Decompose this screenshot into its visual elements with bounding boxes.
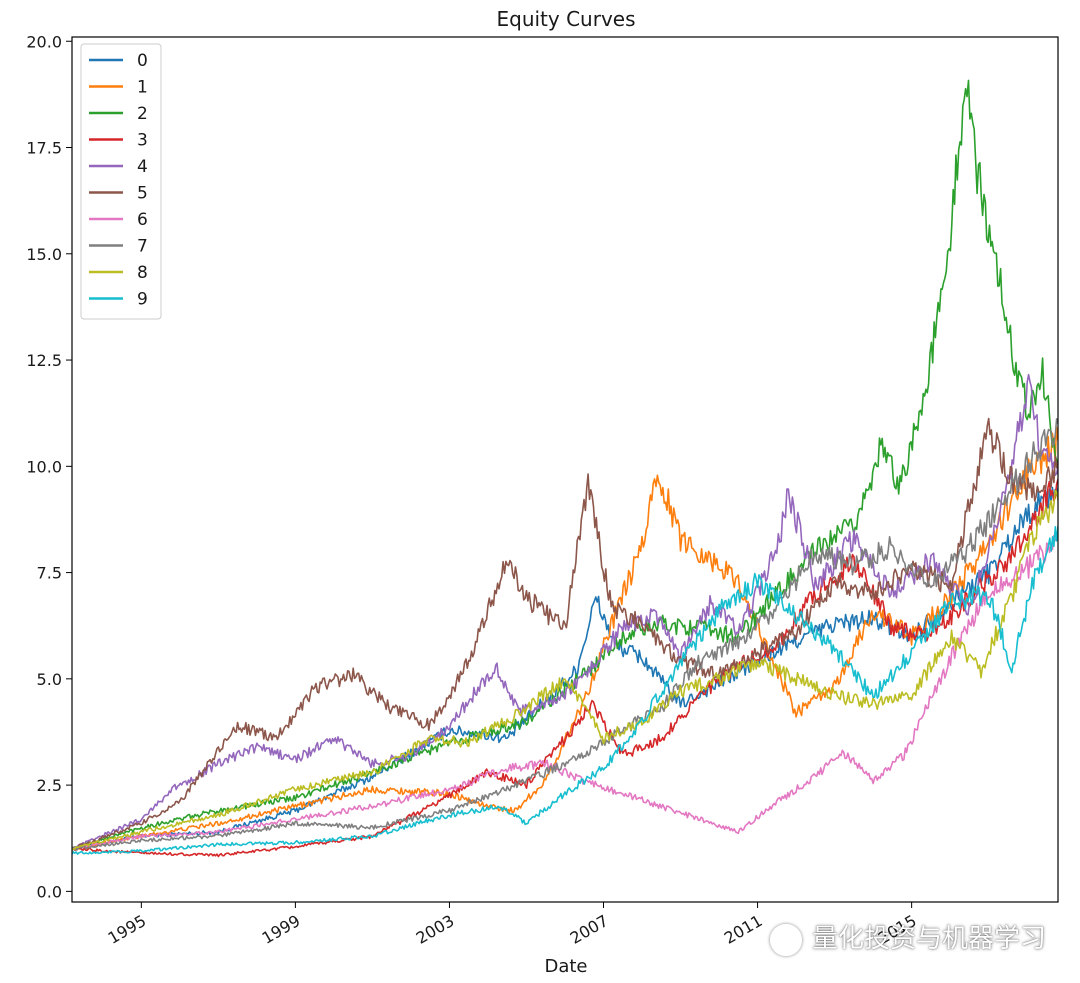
y-tick-label: 15.0	[26, 245, 62, 264]
x-axis-label: Date	[544, 956, 587, 977]
watermark: 量化投资与机器学习	[770, 918, 1046, 956]
wechat-icon	[770, 923, 802, 956]
x-tick-label: 2011	[721, 911, 766, 948]
x-tick-label: 1995	[105, 911, 150, 948]
legend-label-8: 8	[137, 263, 148, 283]
legend-label-6: 6	[137, 210, 148, 230]
chart-title: Equity Curves	[496, 7, 635, 31]
x-tick-label: 2007	[567, 911, 612, 948]
y-tick-label: 20.0	[26, 32, 62, 51]
series-line-7	[72, 418, 1058, 851]
series-line-4	[72, 373, 1058, 851]
legend: 0 1 2 3 4 5 6 7 8 9	[80, 43, 162, 320]
axes-frame	[71, 36, 1059, 903]
plot-area	[72, 79, 1058, 858]
legend-label-1: 1	[137, 78, 148, 98]
y-tick-label: 10.0	[26, 457, 62, 476]
series-line-5	[72, 417, 1058, 851]
legend-label-3: 3	[137, 131, 148, 151]
legend-box	[80, 43, 162, 320]
y-tick-label: 2.5	[37, 776, 62, 795]
y-tick-label: 0.0	[37, 882, 62, 901]
x-tick-label: 1999	[259, 911, 304, 948]
legend-label-7: 7	[137, 237, 148, 257]
series-line-6	[72, 534, 1058, 851]
watermark-text: 量化投资与机器学习	[812, 924, 1047, 954]
y-tick-label: 12.5	[26, 351, 62, 370]
legend-label-2: 2	[137, 104, 148, 124]
y-tick-label: 17.5	[26, 139, 62, 158]
x-tick-label: 2003	[413, 911, 458, 948]
y-axis: 0.0 2.5 5.0 7.5 10.0 12.5 15.0 17.5 20.0	[26, 32, 72, 901]
y-tick-label: 7.5	[37, 564, 62, 583]
legend-label-0: 0	[137, 51, 148, 71]
legend-label-9: 9	[137, 290, 148, 310]
legend-label-4: 4	[137, 157, 148, 177]
series-line-2	[72, 79, 1058, 851]
series-line-1	[72, 426, 1058, 851]
y-tick-label: 5.0	[37, 670, 62, 689]
series-line-0	[72, 486, 1058, 851]
series-line-3	[72, 478, 1058, 858]
legend-label-5: 5	[137, 184, 148, 204]
series-line-8	[72, 489, 1058, 851]
series-line-9	[72, 525, 1058, 855]
